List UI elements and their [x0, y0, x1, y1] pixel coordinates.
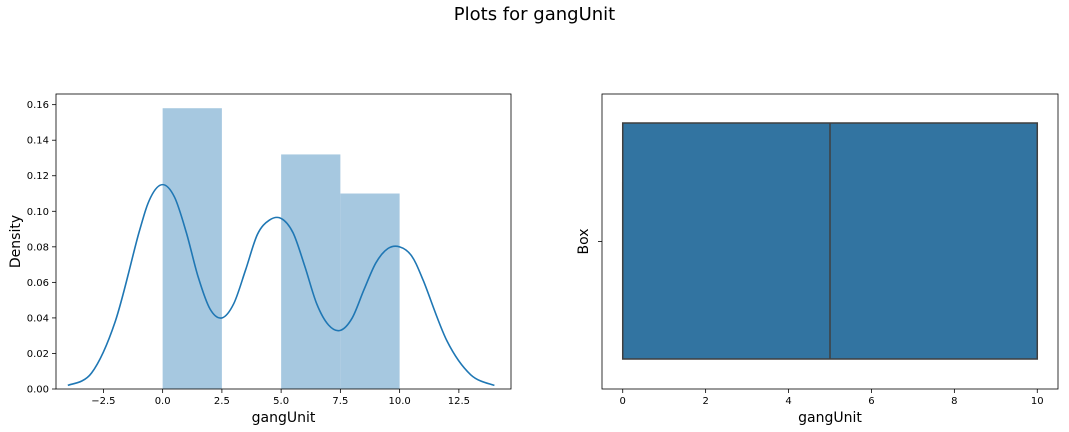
x-tick-label: 12.5: [448, 396, 470, 407]
histogram-chart: −2.5 0.0 2.5 5.0 7.5 10.0 12.5 0.00 0.02 0.04 0.06…: [8, 93, 512, 426]
x-tick-label: −2.5: [91, 396, 115, 407]
y-tick-label: 0.08: [27, 242, 49, 253]
x-tick-label: 4: [785, 396, 791, 407]
x-tick-label: 2: [702, 396, 708, 407]
histogram-bar-0: [162, 108, 222, 390]
y-tick-label: 0.16: [27, 100, 49, 111]
histogram-axes-frame: [55, 93, 512, 390]
histogram-bar-2: [281, 154, 341, 389]
figure-title: Plots for gangUnit: [453, 4, 616, 25]
y-axis-label: Box: [576, 228, 592, 254]
y-tick-label: 0.04: [27, 313, 49, 324]
x-tick-label: 0.0: [155, 396, 171, 407]
y-tick-label: 0.00: [27, 385, 49, 396]
x-tick-label: 2.5: [214, 396, 230, 407]
x-tick-label: 0: [620, 396, 626, 407]
x-tick-label: 5.0: [273, 396, 289, 407]
y-axis-label: Density: [8, 215, 24, 268]
x-tick-label: 8: [951, 396, 957, 407]
y-tick-label: 0.14: [27, 136, 49, 147]
histogram-bar-3: [340, 193, 400, 389]
x-axis-label: gangUnit: [252, 410, 316, 426]
x-tick-label: 7.5: [332, 396, 348, 407]
kde-line: [67, 183, 495, 387]
y-tick-label: 0.12: [27, 171, 49, 182]
box-chart: 0 2 4 6 8 10 gangUnit Box: [576, 93, 1059, 426]
x-tick-label: 10.0: [388, 396, 410, 407]
y-tick-label: 0.06: [27, 278, 49, 289]
y-tick-label: 0.10: [27, 207, 49, 218]
x-axis-label: gangUnit: [798, 410, 862, 426]
x-tick-label: 6: [868, 396, 874, 407]
y-tick-label: 0.02: [27, 349, 49, 360]
x-tick-label: 10: [1031, 396, 1044, 407]
